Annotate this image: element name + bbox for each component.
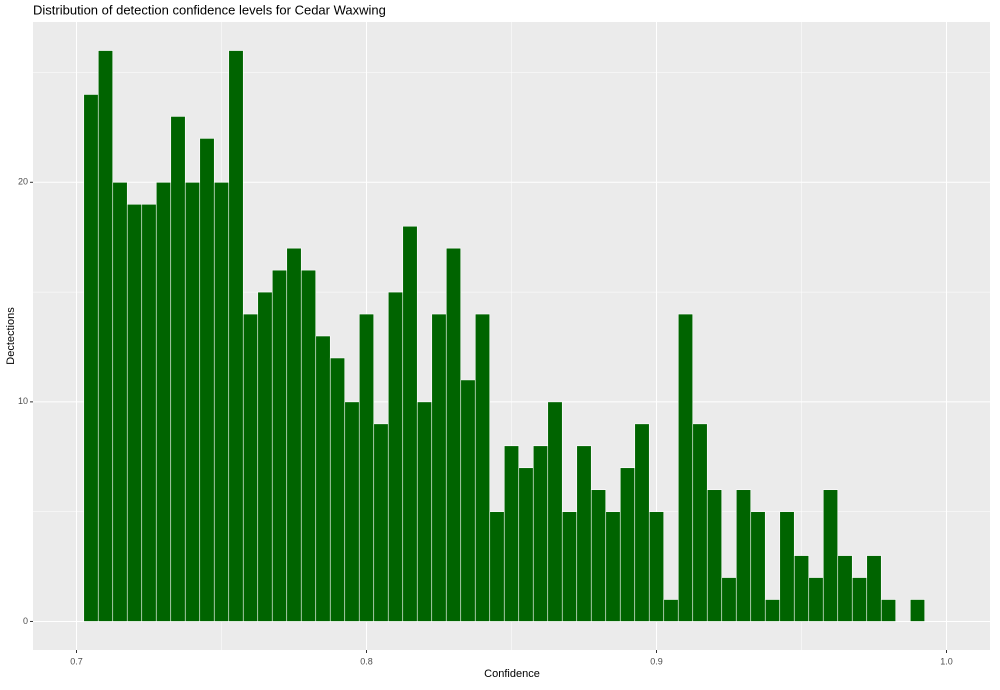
- bar: [866, 555, 882, 622]
- bar: [329, 357, 346, 622]
- bar: [822, 489, 839, 622]
- bar: [837, 555, 853, 622]
- bar: [431, 313, 447, 622]
- bar: [518, 467, 534, 622]
- bar: [460, 379, 476, 622]
- bar: [909, 599, 926, 622]
- y-tick-label: 10: [18, 396, 28, 406]
- y-axis-label: Dectections: [5, 307, 17, 365]
- bar: [199, 138, 215, 622]
- bar: [590, 489, 607, 622]
- bar: [808, 577, 824, 622]
- bar: [561, 511, 578, 622]
- bar: [228, 50, 244, 622]
- chart-title: Distribution of detection confidence lev…: [33, 2, 386, 17]
- bar: [547, 401, 563, 622]
- bar: [300, 269, 317, 622]
- bar: [605, 511, 621, 622]
- bar: [706, 489, 723, 622]
- bar: [83, 94, 99, 622]
- bar: [257, 291, 273, 622]
- bar: [387, 291, 404, 622]
- bar: [315, 335, 331, 622]
- bar: [663, 599, 679, 622]
- bar: [271, 269, 288, 622]
- bar: [735, 489, 752, 622]
- y-tick-label: 0: [23, 616, 28, 626]
- bar: [750, 511, 766, 622]
- bar: [576, 445, 592, 622]
- bar: [286, 247, 302, 622]
- bar: [851, 577, 868, 622]
- bar: [793, 555, 810, 622]
- bar: [503, 445, 520, 622]
- bar: [445, 247, 462, 622]
- bar: [358, 313, 375, 622]
- bar: [880, 599, 897, 622]
- bar: [721, 577, 737, 622]
- bar: [184, 181, 201, 622]
- bar: [373, 423, 389, 622]
- bar: [97, 50, 114, 622]
- bar: [648, 511, 665, 622]
- bar: [112, 181, 128, 622]
- bar: [416, 401, 433, 622]
- bar: [344, 401, 360, 622]
- bar: [126, 203, 143, 622]
- bar: [532, 445, 549, 622]
- bar: [634, 423, 650, 622]
- x-tick-label: 0.9: [650, 656, 663, 666]
- bar: [141, 203, 157, 622]
- bar: [779, 511, 795, 622]
- x-tick-label: 0.8: [360, 656, 373, 666]
- bar: [213, 181, 230, 622]
- bar: [170, 116, 186, 622]
- bar: [155, 181, 172, 622]
- y-tick-label: 20: [18, 177, 28, 187]
- bar: [764, 599, 781, 622]
- x-tick-label: 1.0: [940, 656, 953, 666]
- x-tick-label: 0.7: [70, 656, 83, 666]
- bar: [489, 511, 505, 622]
- bar: [619, 467, 636, 622]
- bar: [402, 225, 418, 622]
- x-axis-label: Confidence: [484, 668, 540, 680]
- bar: [474, 313, 491, 622]
- bar: [692, 423, 708, 622]
- bar: [677, 313, 694, 622]
- bar: [242, 313, 259, 622]
